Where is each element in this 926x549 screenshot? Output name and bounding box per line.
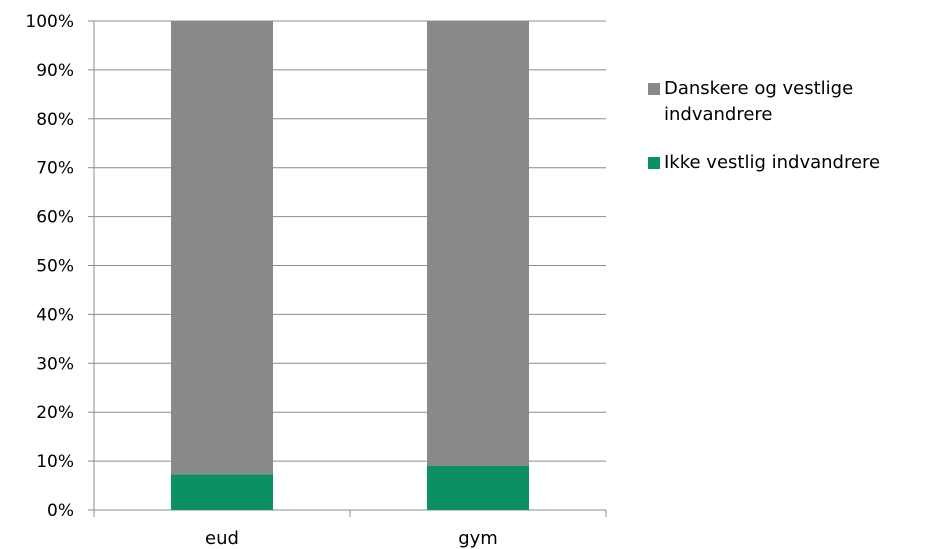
x-tick-label: gym [458,528,498,549]
x-tick-label: eud [205,528,239,549]
bar-segment [171,474,273,510]
legend-label-danskere-line1: Danskere og vestlige [664,78,854,99]
x-tick-labels: eud gym [205,528,498,549]
legend-item-danskere: Danskere og vestlige indvandrere [648,76,924,128]
y-tick-label: 100% [25,12,74,32]
legend-label-danskere-line2: indvandrere [664,104,773,125]
y-tick-labels: 0% 10% 20% 30% 40% 50% 60% 70% 80% 90% 100% [25,12,74,521]
y-tick-label: 90% [36,61,74,81]
bar-segment [427,465,529,510]
y-tick-label: 60% [36,208,74,228]
y-tick-label: 20% [36,403,74,423]
bar-segment [171,21,273,475]
legend-swatch-ikke-vestlig [648,157,660,169]
y-tick-label: 0% [47,501,74,521]
bars [171,21,529,510]
legend-swatch-danskere [648,83,660,95]
legend: Danskere og vestlige indvandrere Ikke ve… [648,76,924,176]
y-tick-label: 50% [36,257,74,277]
legend-item-ikke-vestlig: Ikke vestlig indvandrere [648,150,924,176]
y-tick-label: 10% [36,452,74,472]
y-tick-label: 40% [36,305,74,325]
gridlines [94,20,606,462]
bar-segment [427,21,529,466]
y-tick-label: 70% [36,159,74,179]
y-tick-label: 80% [36,110,74,130]
legend-label-ikke-vestlig: Ikke vestlig indvandrere [664,152,881,173]
y-tick-label: 30% [36,354,74,374]
